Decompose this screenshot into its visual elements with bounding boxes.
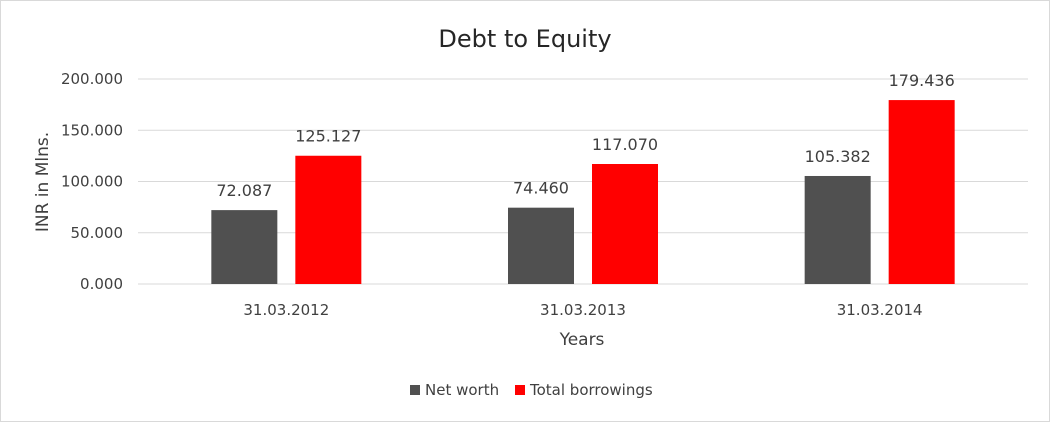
y-tick-label: 200.000 (61, 70, 123, 88)
legend-swatch (515, 385, 525, 395)
gridlines (138, 78, 1028, 285)
data-label: 72.087 (216, 181, 272, 200)
bar-total-borrowings (295, 155, 362, 284)
legend: Net worth Total borrowings (410, 381, 653, 399)
data-label: 74.460 (513, 179, 569, 198)
data-label: 125.127 (295, 127, 361, 146)
data-label: 117.070 (592, 135, 658, 154)
bars (211, 100, 955, 285)
data-label: 105.382 (805, 147, 871, 166)
x-tick-label: 31.03.2013 (540, 301, 626, 319)
legend-label: Total borrowings (529, 381, 653, 399)
legend-label: Net worth (425, 381, 499, 399)
legend-swatch (410, 385, 420, 395)
x-tick-label: 31.03.2012 (243, 301, 329, 319)
bar-net-worth (508, 207, 574, 284)
x-axis-ticks: 31.03.2012 31.03.2013 31.03.2014 (243, 301, 922, 319)
y-tick-label: 50.000 (71, 224, 124, 242)
y-axis-ticks: 0.000 50.000 100.000 150.000 200.000 (61, 70, 123, 293)
y-tick-label: 100.000 (61, 173, 123, 191)
y-axis-title: INR in Mlns. (33, 132, 53, 232)
bar-net-worth (211, 210, 278, 284)
bar-net-worth (804, 175, 871, 284)
x-tick-label: 31.03.2014 (837, 301, 923, 319)
data-label: 179.436 (889, 71, 955, 90)
y-tick-label: 150.000 (61, 121, 123, 139)
chart-title: Debt to Equity (438, 25, 611, 53)
y-tick-label: 0.000 (80, 275, 123, 293)
bar-total-borrowings (888, 100, 955, 285)
x-axis-title: Years (559, 330, 605, 350)
data-labels: 72.087 125.127 74.460 117.070 105.382 179.436 (216, 71, 954, 200)
bar-total-borrowings (592, 164, 658, 284)
